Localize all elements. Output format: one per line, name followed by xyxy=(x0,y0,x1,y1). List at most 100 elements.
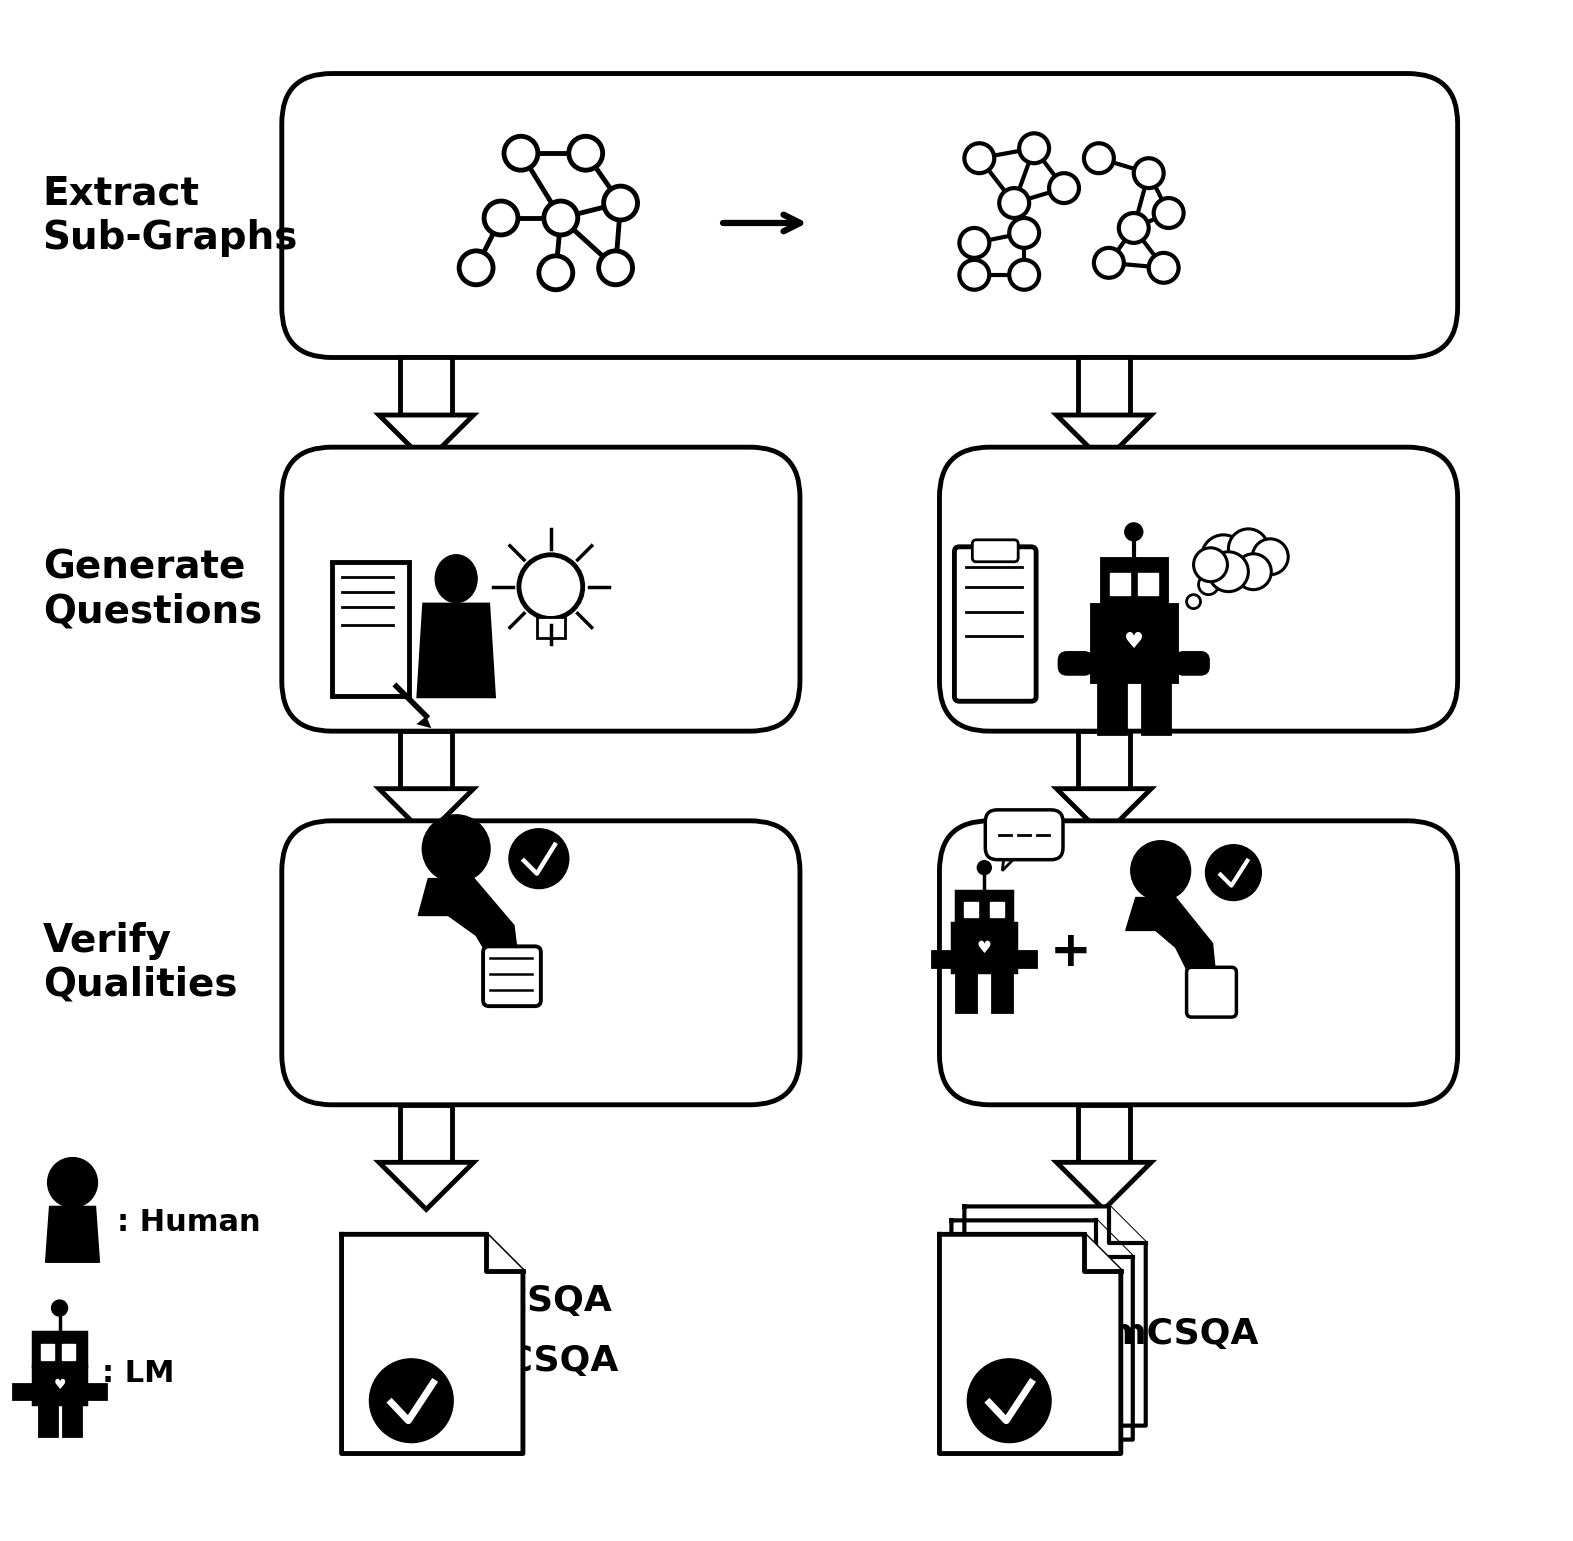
Circle shape xyxy=(1118,213,1148,243)
Circle shape xyxy=(544,200,577,234)
FancyBboxPatch shape xyxy=(41,1344,53,1359)
Text: Generate
Questions: Generate Questions xyxy=(42,549,261,630)
Circle shape xyxy=(1186,595,1200,609)
FancyBboxPatch shape xyxy=(993,972,1011,1012)
Circle shape xyxy=(1049,173,1079,203)
Circle shape xyxy=(1235,553,1271,590)
Polygon shape xyxy=(1002,855,1018,871)
FancyBboxPatch shape xyxy=(972,539,1018,562)
FancyBboxPatch shape xyxy=(483,946,541,1006)
Polygon shape xyxy=(1109,1207,1145,1244)
Circle shape xyxy=(599,251,632,285)
Circle shape xyxy=(484,200,518,234)
FancyBboxPatch shape xyxy=(955,547,1037,701)
Circle shape xyxy=(1125,522,1142,541)
FancyBboxPatch shape xyxy=(282,74,1458,358)
FancyBboxPatch shape xyxy=(87,1384,107,1399)
Text: ♥: ♥ xyxy=(1123,632,1144,652)
Polygon shape xyxy=(400,358,453,415)
Circle shape xyxy=(1131,841,1191,900)
FancyBboxPatch shape xyxy=(952,923,1016,972)
Text: : LM: : LM xyxy=(102,1359,175,1388)
Circle shape xyxy=(967,1359,1051,1442)
FancyBboxPatch shape xyxy=(33,1365,87,1404)
Circle shape xyxy=(999,188,1029,217)
FancyBboxPatch shape xyxy=(332,562,409,697)
FancyBboxPatch shape xyxy=(282,447,801,730)
Circle shape xyxy=(1252,539,1288,575)
Circle shape xyxy=(1229,529,1268,569)
FancyBboxPatch shape xyxy=(1101,559,1166,604)
Text: CSQA: CSQA xyxy=(500,1284,612,1318)
FancyBboxPatch shape xyxy=(1175,652,1208,675)
Polygon shape xyxy=(1057,1162,1151,1210)
Circle shape xyxy=(519,555,582,618)
FancyBboxPatch shape xyxy=(939,447,1458,730)
FancyBboxPatch shape xyxy=(933,951,952,968)
Circle shape xyxy=(1205,844,1262,900)
FancyBboxPatch shape xyxy=(33,1331,87,1365)
FancyBboxPatch shape xyxy=(1186,968,1236,1017)
FancyBboxPatch shape xyxy=(61,1344,74,1359)
Polygon shape xyxy=(939,1234,1122,1453)
Polygon shape xyxy=(418,878,518,962)
Circle shape xyxy=(964,143,994,173)
Circle shape xyxy=(1199,575,1219,595)
FancyBboxPatch shape xyxy=(1111,573,1129,595)
Text: JCSQA: JCSQA xyxy=(492,1344,618,1378)
Ellipse shape xyxy=(436,555,477,603)
Polygon shape xyxy=(379,789,473,835)
FancyBboxPatch shape xyxy=(1142,681,1170,734)
Circle shape xyxy=(422,815,491,883)
Polygon shape xyxy=(379,1162,473,1210)
FancyBboxPatch shape xyxy=(956,891,1011,923)
Polygon shape xyxy=(486,1234,522,1271)
Circle shape xyxy=(1148,253,1178,282)
FancyBboxPatch shape xyxy=(282,821,801,1105)
Circle shape xyxy=(370,1359,453,1442)
FancyBboxPatch shape xyxy=(964,901,978,917)
Polygon shape xyxy=(341,1234,522,1453)
Circle shape xyxy=(47,1157,98,1208)
Polygon shape xyxy=(952,1220,1133,1439)
Circle shape xyxy=(503,136,538,170)
Polygon shape xyxy=(379,415,473,462)
Text: Extract
Sub-Graphs: Extract Sub-Graphs xyxy=(42,174,297,256)
Polygon shape xyxy=(1084,1234,1122,1271)
Circle shape xyxy=(977,861,991,875)
FancyBboxPatch shape xyxy=(1137,573,1158,595)
Polygon shape xyxy=(417,603,495,698)
Circle shape xyxy=(604,186,637,220)
FancyBboxPatch shape xyxy=(1059,652,1092,675)
Text: ♥: ♥ xyxy=(53,1378,66,1392)
Circle shape xyxy=(1084,143,1114,173)
Polygon shape xyxy=(400,1105,453,1162)
Polygon shape xyxy=(964,1207,1145,1425)
Text: ♥: ♥ xyxy=(977,940,991,957)
Circle shape xyxy=(1010,260,1040,290)
Circle shape xyxy=(1208,552,1249,592)
Circle shape xyxy=(1019,134,1049,163)
FancyBboxPatch shape xyxy=(13,1384,33,1399)
Circle shape xyxy=(510,829,569,889)
FancyBboxPatch shape xyxy=(1098,681,1126,734)
FancyBboxPatch shape xyxy=(1016,951,1037,968)
Text: Verify
Qualities: Verify Qualities xyxy=(42,922,238,1003)
FancyBboxPatch shape xyxy=(939,821,1458,1105)
FancyBboxPatch shape xyxy=(956,972,977,1012)
Circle shape xyxy=(1093,248,1123,277)
Polygon shape xyxy=(1096,1220,1133,1257)
Circle shape xyxy=(1153,199,1183,228)
FancyBboxPatch shape xyxy=(985,811,1063,860)
Circle shape xyxy=(1202,535,1246,579)
Polygon shape xyxy=(1126,897,1216,977)
Circle shape xyxy=(1134,159,1164,188)
Circle shape xyxy=(569,136,602,170)
Polygon shape xyxy=(417,717,431,729)
FancyBboxPatch shape xyxy=(1092,604,1175,681)
FancyBboxPatch shape xyxy=(991,901,1004,917)
Circle shape xyxy=(960,260,989,290)
Circle shape xyxy=(1194,547,1227,581)
Circle shape xyxy=(1213,532,1268,587)
Polygon shape xyxy=(1078,730,1129,789)
